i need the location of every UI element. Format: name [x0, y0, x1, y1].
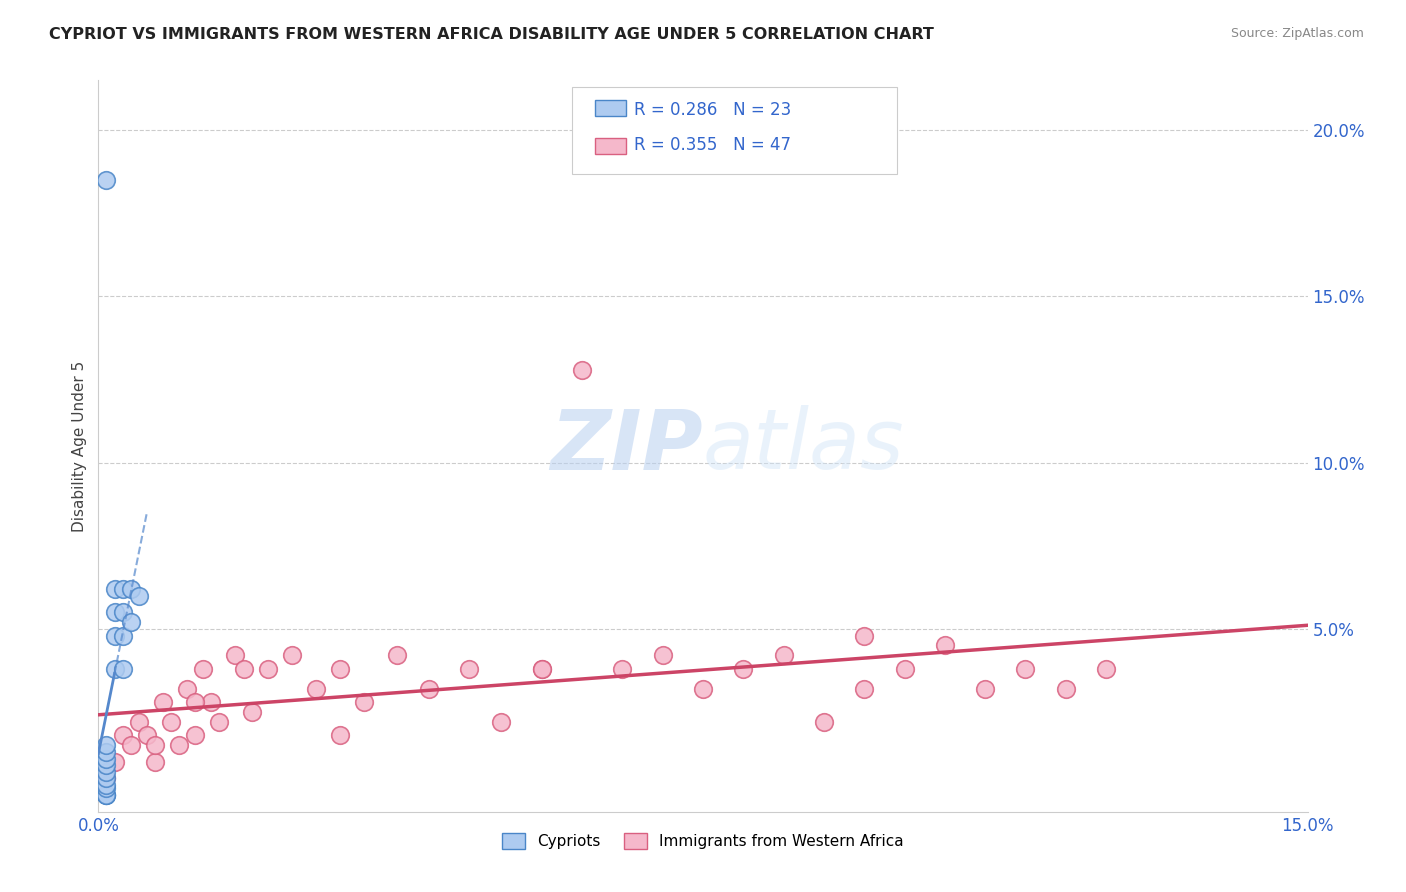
Point [200, 695, 222, 709]
Y-axis label: Disability Age Under 5: Disability Age Under 5 [72, 360, 87, 532]
Point [232, 662, 254, 676]
Point [176, 681, 198, 696]
Point [813, 714, 835, 729]
Point [128, 589, 150, 603]
Point [256, 662, 278, 676]
Point [974, 681, 997, 696]
Point [96, 758, 118, 772]
Point [103, 605, 125, 619]
Point [491, 714, 513, 729]
Point [96, 781, 118, 796]
Point [111, 605, 134, 619]
Point [103, 628, 125, 642]
Point [96, 788, 118, 802]
Point [135, 728, 157, 742]
Point [1014, 662, 1036, 676]
Point [418, 681, 440, 696]
Text: R = 0.286   N = 23: R = 0.286 N = 23 [634, 101, 792, 119]
Point [1054, 681, 1077, 696]
Point [111, 582, 134, 596]
Point [143, 755, 166, 769]
Point [281, 648, 304, 663]
Point [458, 662, 481, 676]
Point [184, 695, 207, 709]
Point [305, 681, 328, 696]
Text: Source: ZipAtlas.com: Source: ZipAtlas.com [1230, 27, 1364, 40]
Point [120, 738, 142, 752]
Point [772, 648, 794, 663]
Point [111, 728, 134, 742]
Point [733, 662, 755, 676]
Point [120, 582, 142, 596]
Point [240, 705, 263, 719]
Point [96, 173, 118, 187]
Point [96, 778, 118, 792]
Point [167, 738, 190, 752]
Point [571, 362, 593, 376]
Point [329, 662, 352, 676]
Point [224, 648, 246, 663]
Point [329, 728, 352, 742]
Point [96, 772, 118, 786]
Point [103, 662, 125, 676]
Text: ZIP: ZIP [550, 406, 703, 486]
Point [353, 695, 375, 709]
Point [152, 695, 174, 709]
Point [96, 764, 118, 779]
Point [530, 662, 553, 676]
Point [208, 714, 231, 729]
Point [651, 648, 673, 663]
Point [96, 751, 118, 765]
Point [934, 639, 956, 653]
Point [120, 615, 142, 630]
Legend: Cypriots, Immigrants from Western Africa: Cypriots, Immigrants from Western Africa [496, 827, 910, 855]
Point [111, 662, 134, 676]
Point [893, 662, 915, 676]
Point [692, 681, 714, 696]
Point [128, 714, 150, 729]
Point [853, 681, 876, 696]
Point [103, 755, 125, 769]
Point [143, 738, 166, 752]
Point [96, 788, 118, 802]
Point [96, 772, 118, 786]
Text: R = 0.355   N = 47: R = 0.355 N = 47 [634, 136, 792, 154]
Text: atlas: atlas [703, 406, 904, 486]
Point [612, 662, 634, 676]
Point [853, 628, 876, 642]
Point [103, 582, 125, 596]
Point [385, 648, 408, 663]
Point [111, 628, 134, 642]
Point [1095, 662, 1118, 676]
Point [96, 738, 118, 752]
Text: CYPRIOT VS IMMIGRANTS FROM WESTERN AFRICA DISABILITY AGE UNDER 5 CORRELATION CHA: CYPRIOT VS IMMIGRANTS FROM WESTERN AFRIC… [49, 27, 934, 42]
Point [184, 728, 207, 742]
Point [193, 662, 215, 676]
Point [96, 745, 118, 759]
Point [530, 662, 553, 676]
Point [160, 714, 183, 729]
Point [96, 788, 118, 802]
